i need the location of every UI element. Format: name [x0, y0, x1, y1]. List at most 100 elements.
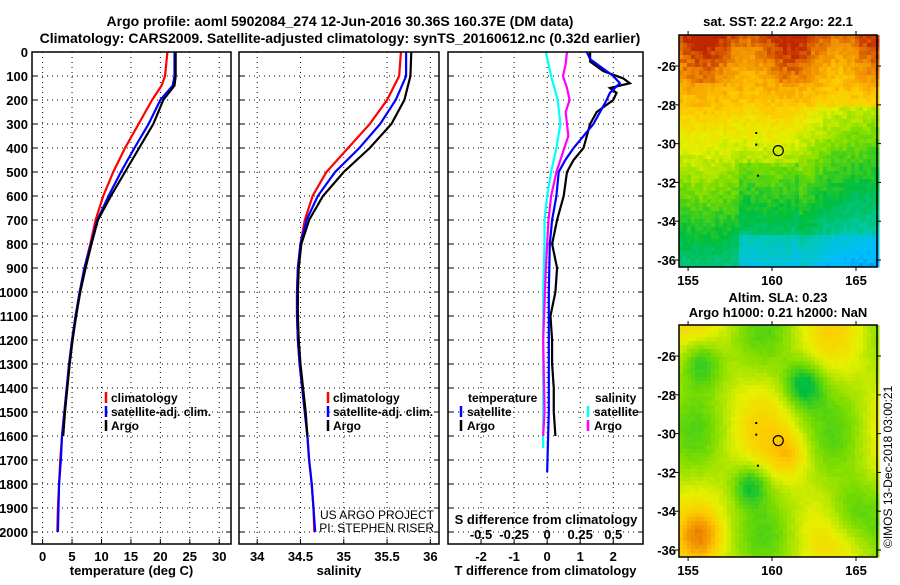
map-cell	[715, 111, 720, 116]
map-cell	[835, 163, 840, 168]
map-cell	[815, 195, 820, 200]
map-cell	[727, 437, 732, 442]
map-cell	[719, 159, 724, 164]
map-cell	[819, 171, 824, 176]
map-cell	[839, 243, 844, 248]
map-cell	[863, 219, 868, 224]
map-cell	[827, 203, 832, 208]
map-cell	[715, 83, 720, 88]
map-cell	[787, 135, 792, 140]
map-cell	[691, 99, 696, 104]
map-cell	[739, 91, 744, 96]
map-cell	[799, 211, 804, 216]
map-cell	[739, 251, 744, 256]
map-cell	[839, 175, 844, 180]
map-cell	[843, 139, 848, 144]
map-cell	[759, 75, 764, 80]
map-cell	[743, 99, 748, 104]
map-cell	[851, 87, 856, 92]
map-cell	[787, 437, 792, 442]
map-cell	[775, 127, 780, 132]
map-cell	[783, 187, 788, 192]
map-cell	[719, 195, 724, 200]
map-cell	[739, 537, 744, 542]
map-cell	[743, 111, 748, 116]
map-cell	[871, 243, 876, 248]
map-cell	[763, 147, 768, 152]
map-cell	[743, 259, 748, 264]
map-cell	[735, 63, 740, 68]
map-cell	[755, 259, 760, 264]
map-cell	[843, 167, 848, 172]
map-cell	[831, 115, 836, 120]
map-cell	[819, 43, 824, 48]
map-cell	[859, 235, 864, 240]
map-cell	[791, 123, 796, 128]
map-cell	[743, 501, 748, 506]
map-cell	[823, 259, 828, 264]
map-cell	[751, 377, 756, 382]
map-cell	[795, 417, 800, 422]
map-cell	[747, 223, 752, 228]
map-cell	[835, 247, 840, 252]
map-cell	[867, 47, 872, 52]
map-cell	[691, 231, 696, 236]
map-cell	[759, 541, 764, 546]
map-cell	[843, 115, 848, 120]
map-cell	[711, 453, 716, 458]
map-cell	[771, 481, 776, 486]
map-cell	[787, 199, 792, 204]
map-cell	[691, 353, 696, 358]
map-cell	[835, 131, 840, 136]
map-cell	[687, 393, 692, 398]
map-cell	[799, 251, 804, 256]
map-cell	[711, 203, 716, 208]
map-cell	[847, 139, 852, 144]
map-cell	[747, 505, 752, 510]
map-cell	[747, 349, 752, 354]
map-cell	[699, 381, 704, 386]
series-line-climatology	[297, 52, 401, 532]
map-cell	[711, 207, 716, 212]
map-cell	[775, 83, 780, 88]
map-cell	[767, 341, 772, 346]
map-cell	[779, 91, 784, 96]
map-cell	[743, 465, 748, 470]
map-cell	[743, 231, 748, 236]
map-cell	[743, 525, 748, 530]
map-cell	[699, 127, 704, 132]
map-cell	[715, 119, 720, 124]
map-cell	[799, 163, 804, 168]
map-cell	[815, 51, 820, 56]
map-cell	[767, 525, 772, 530]
map-cell	[815, 163, 820, 168]
map-cell	[711, 509, 716, 514]
map-cell	[715, 95, 720, 100]
map-cell	[699, 377, 704, 382]
map-cell	[747, 179, 752, 184]
map-cell	[723, 505, 728, 510]
map-cell	[759, 171, 764, 176]
map-cell	[699, 445, 704, 450]
map-cell	[787, 99, 792, 104]
map-cell	[687, 489, 692, 494]
map-cell	[715, 389, 720, 394]
map-cell	[871, 91, 876, 96]
map-cell	[703, 111, 708, 116]
map-cell	[687, 521, 692, 526]
map-cell	[751, 163, 756, 168]
map-cell	[827, 115, 832, 120]
map-cell	[795, 353, 800, 358]
map-cell	[807, 219, 812, 224]
map-cell	[723, 525, 728, 530]
map-cell	[695, 243, 700, 248]
map-cell	[851, 95, 856, 100]
map-cell	[735, 251, 740, 256]
map-cell	[771, 107, 776, 112]
map-cell	[747, 501, 752, 506]
map-cell	[763, 333, 768, 338]
map-cell	[855, 183, 860, 188]
map-cell	[771, 43, 776, 48]
map-cell	[803, 207, 808, 212]
plot-frame	[239, 52, 439, 544]
